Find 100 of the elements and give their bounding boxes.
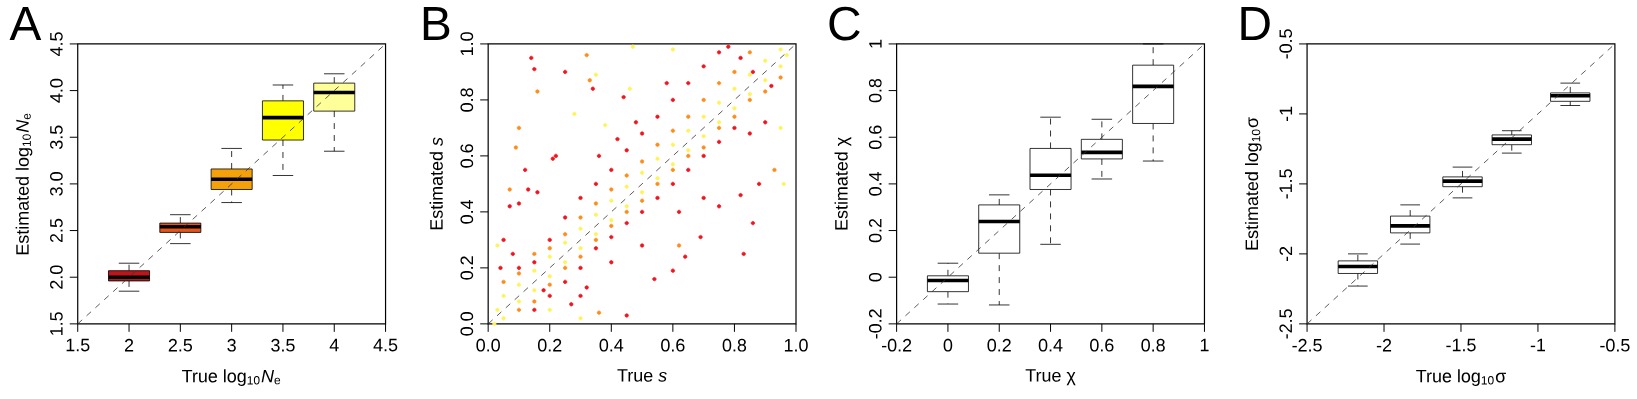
point <box>495 243 500 248</box>
x-axis-title: True log$_{10}$σ <box>1416 369 1506 387</box>
point <box>732 86 737 92</box>
point <box>781 182 786 187</box>
point <box>655 156 660 161</box>
point <box>640 170 645 175</box>
point <box>676 243 682 248</box>
y-axis-title: Estimated χ <box>834 137 852 230</box>
point <box>578 215 583 220</box>
point <box>627 86 632 92</box>
x-tick-label: -0.5 <box>1600 339 1630 352</box>
point <box>624 204 629 209</box>
point <box>763 78 768 83</box>
point <box>670 168 675 173</box>
point <box>778 64 783 69</box>
point <box>516 282 522 287</box>
y-tick-label: 1.0 <box>460 32 474 56</box>
point <box>747 92 752 97</box>
point <box>563 265 568 271</box>
chart-title: C <box>829 6 860 41</box>
point <box>732 106 737 111</box>
point <box>716 100 722 106</box>
x-tick-label: 2.5 <box>168 339 193 352</box>
point <box>516 271 522 276</box>
point <box>563 232 568 237</box>
y-tick-label: -1.5 <box>1279 169 1293 199</box>
point <box>609 218 614 223</box>
chart-title: A <box>9 7 42 41</box>
point <box>578 254 583 259</box>
point <box>547 254 552 259</box>
point <box>732 114 737 119</box>
x-tick-label: 3 <box>227 339 236 352</box>
point <box>624 184 629 189</box>
point <box>686 128 691 133</box>
y-tick-label: 2.5 <box>50 219 63 243</box>
point <box>784 53 789 58</box>
chart-title: B <box>423 7 450 41</box>
point <box>501 279 506 285</box>
point <box>501 316 506 321</box>
point <box>603 123 608 128</box>
point <box>686 148 691 153</box>
point <box>655 182 660 187</box>
point <box>747 98 752 103</box>
point <box>535 89 540 94</box>
y-tick-label: 0.6 <box>460 144 474 168</box>
y-tick-label: 4.0 <box>50 79 63 103</box>
point <box>593 72 599 78</box>
point <box>532 268 537 273</box>
x-tick-label: 0.4 <box>599 339 624 352</box>
point <box>563 260 568 265</box>
y-tick-label: 1.5 <box>50 312 63 336</box>
x-axis-title: True log$_{10}$N$_{e}$ <box>182 369 281 387</box>
x-tick-label: 0 <box>943 339 953 352</box>
x-tick-label: 2 <box>124 339 134 352</box>
y-axis-title: Estimated log$_{10}$σ <box>1244 117 1262 250</box>
point <box>670 162 675 167</box>
point <box>584 53 589 58</box>
point <box>501 293 506 299</box>
y-tick-label: 2.0 <box>50 265 63 289</box>
point <box>609 187 614 192</box>
point <box>532 251 537 257</box>
point <box>593 237 599 243</box>
y-tick-label: 0.4 <box>460 200 474 224</box>
point <box>593 201 599 206</box>
x-tick-label: 0.0 <box>476 339 500 352</box>
x-tick-label: 0.6 <box>661 339 685 352</box>
point <box>609 198 614 203</box>
point <box>578 226 583 231</box>
point <box>513 145 518 150</box>
point <box>596 310 602 315</box>
x-tick-label: 1.0 <box>784 339 808 352</box>
y-tick-label: -1 <box>1279 107 1293 122</box>
y-tick-label: 3.0 <box>50 172 63 196</box>
x-tick-label: -1 <box>1530 339 1546 352</box>
point <box>655 142 660 147</box>
x-tick-label: 0.6 <box>1090 339 1114 352</box>
y-tick-label: 0.0 <box>460 312 474 336</box>
point <box>747 50 752 55</box>
point <box>578 316 583 321</box>
point <box>516 299 522 304</box>
point <box>763 89 768 94</box>
x-tick-label: 0.4 <box>1038 339 1063 352</box>
point <box>716 81 722 86</box>
point <box>763 58 768 64</box>
x-tick-label: 0.2 <box>987 339 1011 352</box>
point <box>778 75 783 80</box>
x-tick-label: 1 <box>1200 339 1209 352</box>
point <box>772 168 777 173</box>
point <box>593 232 599 237</box>
point <box>640 198 645 203</box>
x-tick-label: -2.5 <box>1292 339 1322 352</box>
point <box>640 159 645 164</box>
y-tick-label: 0.2 <box>868 219 882 243</box>
x-axis-title: True χ <box>1025 369 1076 386</box>
point <box>492 321 497 327</box>
x-tick-label: 1.5 <box>66 339 90 352</box>
y-tick-label: 0.8 <box>868 79 882 103</box>
y-tick-label: 4.5 <box>50 32 63 57</box>
x-tick-label: 4.5 <box>373 339 398 352</box>
y-tick-label: 0.8 <box>460 88 474 112</box>
